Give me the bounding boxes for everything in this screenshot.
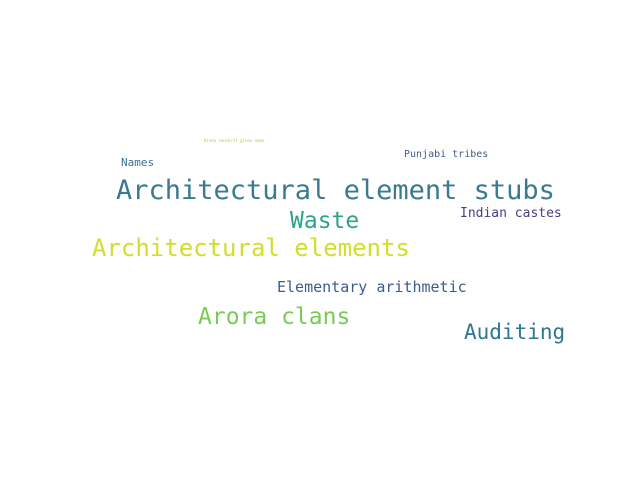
word-punjabi-tribes: Punjabi tribes bbox=[404, 149, 489, 160]
word-indian-castes: Indian castes bbox=[460, 206, 562, 221]
word-hindu-sanskrit-given-name: Hindu sanskrit given name bbox=[204, 138, 265, 143]
word-architectural-elements: Architectural elements bbox=[92, 234, 410, 262]
word-architectural-element-stubs: Architectural element stubs bbox=[116, 175, 555, 206]
word-waste: Waste bbox=[290, 208, 360, 234]
word-names: Names bbox=[121, 156, 155, 169]
word-auditing: Auditing bbox=[464, 320, 566, 344]
word-arora-clans: Arora clans bbox=[198, 304, 351, 330]
word-elementary-arithmetic: Elementary arithmetic bbox=[277, 278, 467, 296]
